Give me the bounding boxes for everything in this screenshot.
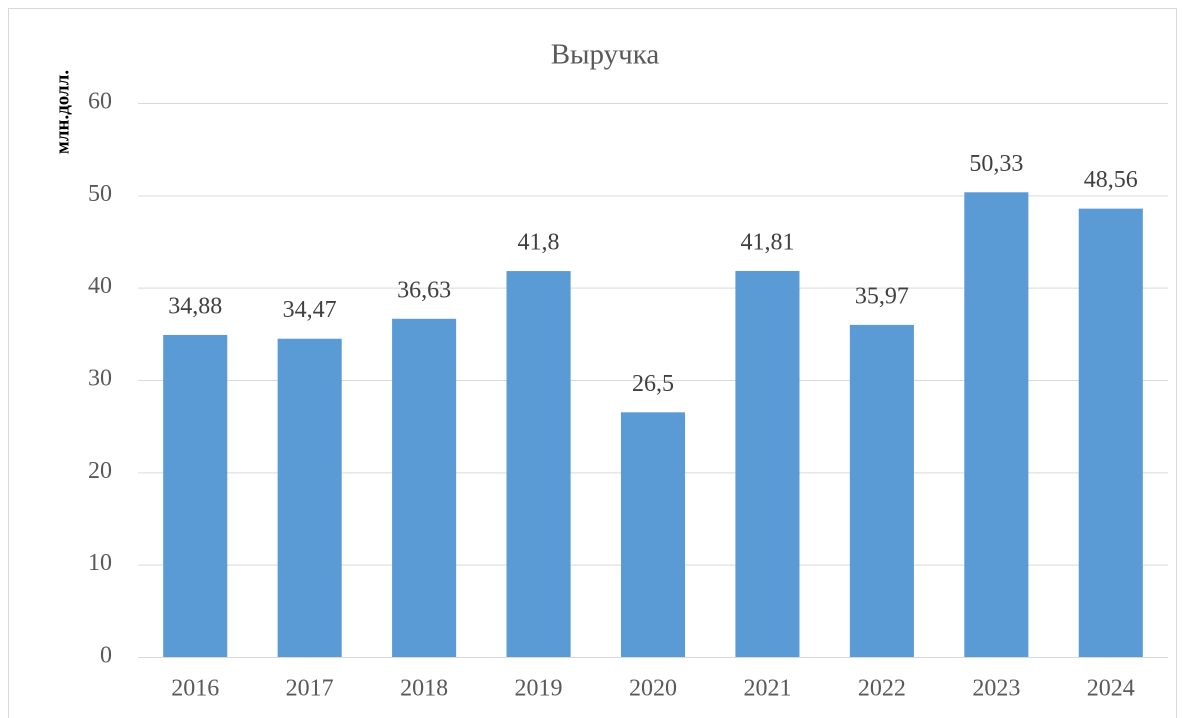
x-tick-label: 2021 [743,676,791,702]
bar [392,318,457,657]
y-tick-label: 30 [88,366,112,392]
data-label: 48,56 [1084,167,1138,193]
bar [163,334,228,657]
data-label: 34,88 [168,293,222,319]
y-tick-label: 40 [88,273,112,299]
y-tick-label: 60 [88,89,112,115]
x-tick-label: 2016 [171,676,219,702]
x-tick-label: 2022 [858,676,906,702]
data-label: 41,8 [518,230,560,256]
bar [849,324,914,657]
data-label: 34,47 [283,297,337,323]
bar [506,271,571,657]
x-tick-label: 2024 [1087,676,1135,702]
y-tick-label: 0 [100,643,112,669]
y-tick-label: 10 [88,550,112,576]
bar [964,192,1029,658]
chart-title: Выручка [551,39,660,71]
data-label: 41,81 [740,229,794,255]
bar [277,338,342,657]
x-tick-label: 2020 [629,676,677,702]
data-label: 50,33 [969,151,1023,177]
bar [620,412,686,657]
y-tick-label: 20 [88,458,112,484]
x-tick-label: 2018 [400,676,448,702]
y-tick-label: 50 [88,181,112,207]
data-label: 26,5 [632,371,674,397]
bar [735,270,800,657]
x-tick-label: 2017 [286,676,334,702]
bar [1078,208,1143,657]
x-tick-label: 2019 [515,676,563,702]
y-axis-label: млн.долл. [52,70,73,154]
data-label: 36,63 [397,277,451,303]
data-label: 35,97 [855,283,909,309]
x-tick-label: 2023 [972,676,1020,702]
